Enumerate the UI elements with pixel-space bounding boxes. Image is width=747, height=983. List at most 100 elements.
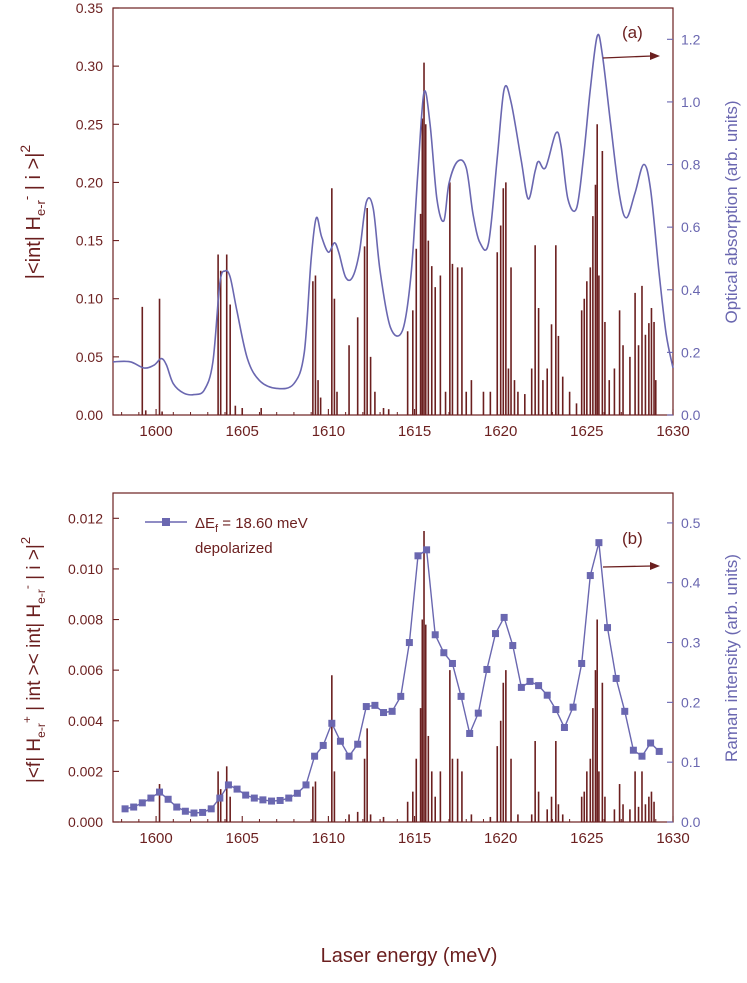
marker-28	[362, 703, 370, 711]
marker-27	[354, 740, 362, 748]
marker-54	[586, 572, 594, 580]
marker-14	[242, 791, 250, 799]
marker-19	[285, 794, 293, 802]
marker-60	[638, 752, 646, 760]
left-tick-label-2: 0.004	[68, 713, 103, 729]
marker-38	[448, 659, 456, 667]
legend-series-label: ΔEf = 18.60 meV	[195, 515, 308, 535]
left-tick-label-1: 0.05	[76, 349, 103, 365]
marker-34	[414, 552, 422, 560]
left-tick-label-0: 0.00	[76, 407, 103, 423]
marker-5	[164, 795, 172, 803]
marker-37	[440, 649, 448, 657]
panel-a-right-ylabel: Optical absorption (arb. units)	[722, 101, 741, 324]
x-tick-label-5: 1625	[570, 830, 603, 847]
x-tick-label-5: 1625	[570, 423, 603, 440]
right-tick-label-1: 0.1	[681, 754, 701, 770]
x-tick-label-0: 1600	[139, 423, 172, 440]
marker-20	[293, 789, 301, 797]
marker-31	[388, 707, 396, 715]
x-tick-label-1: 1605	[226, 830, 259, 847]
panel-b-label: (b)	[622, 529, 643, 548]
right-tick-label-4: 0.4	[681, 575, 701, 591]
right-tick-label-0: 0.0	[681, 814, 701, 830]
marker-40	[466, 729, 474, 737]
x-tick-label-3: 1615	[398, 423, 431, 440]
marker-47	[526, 677, 534, 685]
marker-3	[147, 794, 155, 802]
marker-33	[405, 639, 413, 647]
marker-61	[647, 739, 655, 747]
marker-6	[173, 803, 181, 811]
panel-b-frame	[112, 492, 674, 823]
marker-15	[250, 794, 258, 802]
marker-29	[371, 701, 379, 709]
marker-13	[233, 785, 241, 793]
marker-8	[190, 809, 198, 817]
marker-22	[311, 752, 319, 760]
marker-53	[578, 659, 586, 667]
legend-note: depolarized	[195, 540, 273, 557]
left-tick-label-1: 0.002	[68, 763, 103, 779]
marker-39	[457, 692, 465, 700]
right-tick-label-1: 0.2	[681, 344, 701, 360]
right-tick-label-2: 0.4	[681, 282, 701, 298]
marker-57	[612, 674, 620, 682]
panel-b-right-ylabel: Raman intensity (arb. units)	[722, 554, 741, 762]
x-tick-label-2: 1610	[312, 423, 345, 440]
marker-2	[138, 799, 146, 807]
marker-9	[199, 808, 207, 816]
marker-41	[474, 709, 482, 717]
right-tick-label-5: 0.5	[681, 515, 701, 531]
right-tick-label-5: 1.0	[681, 94, 701, 110]
x-tick-label-3: 1615	[398, 830, 431, 847]
panel-b-left-ticks: 0.000 0.002 0.004 0.006 0.008 0.010 0.012	[68, 510, 119, 830]
marker-46	[517, 683, 525, 691]
marker-35	[423, 546, 431, 554]
panel-a-x-ticks: 1600 1605 1610 1615 1620 1625 1630	[121, 409, 690, 440]
x-tick-label-6: 1630	[656, 830, 689, 847]
marker-4	[156, 788, 164, 796]
marker-56	[604, 624, 612, 632]
marker-45	[509, 642, 517, 650]
right-tick-label-4: 0.8	[681, 157, 701, 173]
marker-50	[552, 706, 560, 714]
right-tick-label-3: 0.6	[681, 219, 701, 235]
marker-25	[336, 737, 344, 745]
right-tick-label-6: 1.2	[681, 31, 701, 47]
marker-21	[302, 781, 310, 789]
marker-36	[431, 631, 439, 639]
x-axis-label: Laser energy (meV)	[321, 945, 498, 967]
marker-52	[569, 703, 577, 711]
x-tick-label-4: 1620	[484, 423, 517, 440]
marker-23	[319, 741, 327, 749]
left-tick-label-7: 0.35	[76, 0, 103, 16]
marker-49	[543, 691, 551, 699]
marker-48	[535, 682, 543, 690]
marker-12	[224, 781, 232, 789]
marker-42	[483, 665, 491, 673]
x-tick-label-6: 1630	[656, 423, 689, 440]
panel-a-left-ticks: 0.00 0.05 0.10 0.15 0.20 0.25 0.30 0.35	[76, 0, 119, 423]
marker-7	[181, 807, 189, 815]
marker-62	[655, 747, 663, 755]
marker-58	[621, 707, 629, 715]
marker-0	[121, 805, 129, 813]
left-tick-label-2: 0.10	[76, 291, 103, 307]
marker-51	[560, 723, 568, 731]
marker-32	[397, 692, 405, 700]
marker-26	[345, 752, 353, 760]
x-tick-label-4: 1620	[484, 830, 517, 847]
x-tick-label-2: 1610	[312, 830, 345, 847]
left-tick-label-0: 0.000	[68, 814, 103, 830]
left-tick-label-6: 0.30	[76, 58, 103, 74]
right-tick-label-0: 0.0	[681, 407, 701, 423]
panel-a-arrow	[602, 52, 660, 60]
left-tick-label-4: 0.20	[76, 174, 103, 190]
left-tick-label-5: 0.010	[68, 561, 103, 577]
marker-30	[380, 709, 388, 717]
marker-11	[216, 794, 224, 802]
marker-17	[268, 797, 276, 805]
panel-b-legend: ΔEf = 18.60 meV depolarized	[145, 515, 308, 557]
